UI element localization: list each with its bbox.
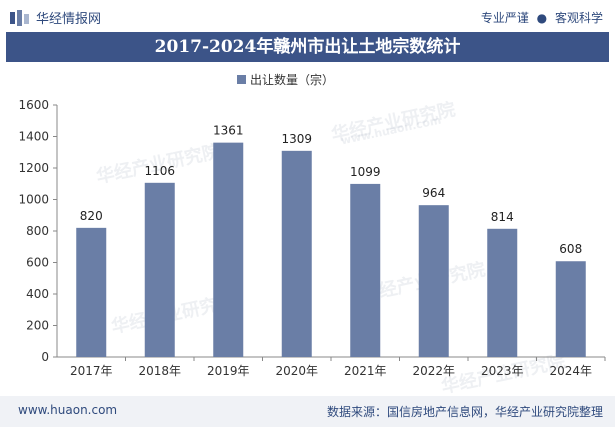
y-tick-label: 800 — [26, 224, 49, 238]
slogan: 专业严谨 ● 客观科学 — [481, 9, 603, 26]
bar — [487, 228, 518, 357]
y-tick-label: 400 — [26, 287, 49, 301]
bar-chart: 出让数量（宗） 0 200 400 600 800 1000 1200 1400 1600 201… — [18, 72, 606, 378]
bar — [350, 183, 381, 357]
bar — [144, 182, 175, 357]
x-tick-label: 2017年 — [70, 364, 113, 378]
bars-group: 820 1106 1361 1309 1099 964 814 608 — [76, 124, 586, 357]
x-tick-label: 2020年 — [275, 364, 318, 378]
data-label: 1099 — [350, 165, 381, 179]
x-tick-label: 2022年 — [412, 364, 455, 378]
x-tick-label: 2019年 — [207, 364, 250, 378]
slogan-separator: ● — [536, 11, 548, 25]
data-label: 814 — [491, 210, 514, 224]
data-label: 1309 — [281, 132, 312, 146]
x-tick-label: 2018年 — [138, 364, 181, 378]
bar — [555, 261, 586, 357]
y-tick-label: 600 — [26, 256, 49, 270]
axes: 0 200 400 600 800 1000 1200 1400 1600 2017年 2018年 2… — [18, 98, 606, 378]
data-label: 608 — [559, 242, 582, 256]
bar — [213, 142, 244, 357]
title-bar: 2017-2024年赣州市出让土地宗数统计 — [6, 32, 609, 62]
x-tick-label: 2024年 — [549, 364, 592, 378]
footer-website[interactable]: www.huaon.com — [18, 403, 118, 417]
data-label: 1106 — [144, 164, 175, 178]
y-tick-label: 200 — [26, 319, 49, 333]
slogan-right: 客观科学 — [554, 11, 603, 25]
footer: www.huaon.com 数据来源：国信房地产信息网，华经产业研究院整理 — [0, 396, 615, 427]
footer-source: 数据来源：国信房地产信息网，华经产业研究院整理 — [326, 405, 603, 419]
x-tick-label: 2023年 — [481, 364, 524, 378]
legend: 出让数量（宗） — [237, 72, 334, 87]
x-tick-label: 2021年 — [344, 364, 387, 378]
chart-title: 2017-2024年赣州市出让土地宗数统计 — [154, 37, 461, 57]
y-tick-label: 1400 — [18, 130, 49, 144]
y-tick-label: 1200 — [18, 161, 49, 175]
bar — [76, 227, 107, 357]
logo-icon — [10, 9, 29, 26]
brand-name: 华经情报网 — [36, 12, 102, 27]
top-bar: 华经情报网 专业严谨 ● 客观科学 — [0, 0, 615, 32]
bar — [281, 150, 312, 357]
slogan-left: 专业严谨 — [480, 11, 529, 25]
legend-label: 出让数量（宗） — [250, 72, 334, 87]
data-label: 964 — [422, 186, 445, 200]
brand-logo[interactable]: 华经情报网 — [10, 8, 101, 27]
y-tick-label: 1000 — [18, 193, 49, 207]
legend-swatch — [237, 75, 246, 84]
data-label: 820 — [80, 209, 103, 223]
bar — [418, 205, 449, 357]
data-label: 1361 — [213, 124, 244, 138]
y-tick-label: 0 — [41, 350, 49, 364]
y-tick-label: 1600 — [18, 98, 49, 112]
